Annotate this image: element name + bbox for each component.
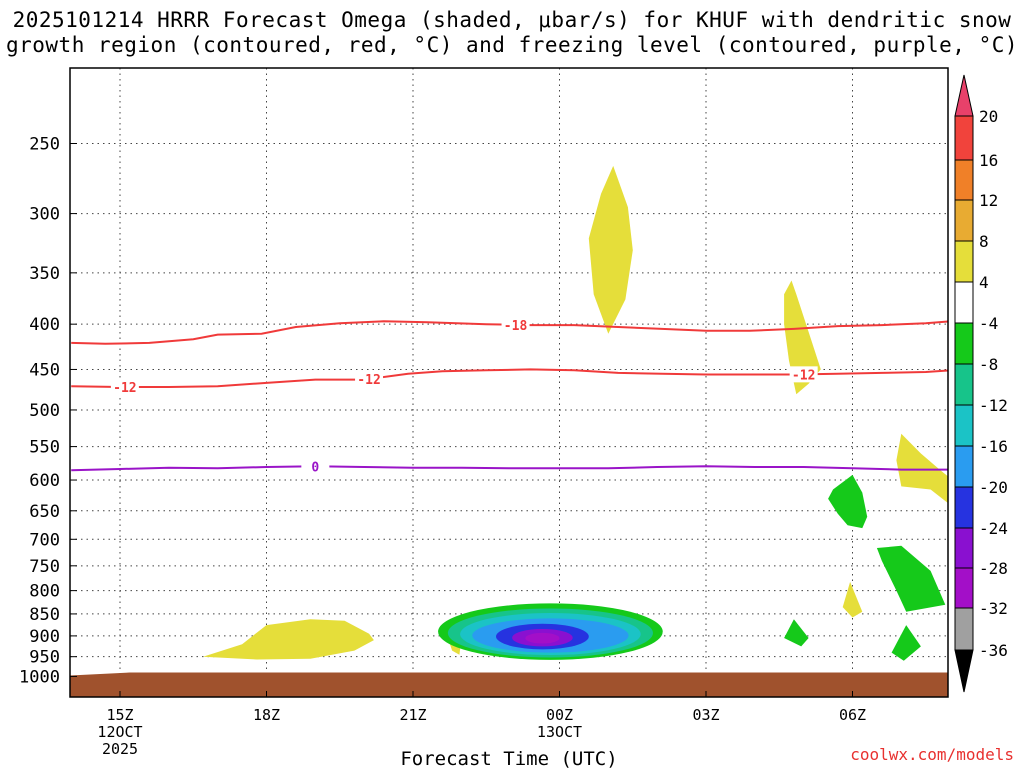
y-tick-label-600: 600: [29, 471, 60, 491]
contour-freezing-0: [71, 465, 948, 472]
omega-neg-05z-small: [784, 619, 809, 647]
x-tick-label-18Z: 18Z: [253, 706, 280, 724]
colorbar-label-1: 16: [979, 151, 998, 170]
omega-neg-07z-mid: [876, 545, 946, 612]
x-date-label-00Z: 13OCT: [537, 723, 582, 741]
x-tick-label-06Z: 06Z: [839, 706, 866, 724]
x-tick-label-21Z: 21Z: [399, 706, 426, 724]
y-tick-label-650: 650: [29, 502, 60, 522]
colorbar-swatch-6: [954, 363, 974, 406]
x-tick-label-03Z: 03Z: [692, 706, 719, 724]
contour-label-dendritic-12-2: -12: [792, 368, 815, 383]
x-year-label-15Z: 2025: [102, 740, 138, 758]
y-tick-label-950: 950: [29, 648, 60, 668]
y-tick-label-450: 450: [29, 360, 60, 380]
y-tick-label-900: 900: [29, 627, 60, 647]
omega-neg-07z-low: [891, 625, 921, 661]
terrain-ground: [70, 672, 948, 697]
x-date-label-15Z: 12OCT: [97, 723, 142, 741]
omega-neg-0630z: [828, 474, 868, 529]
colorbar-swatch-7: [954, 404, 974, 447]
colorbar-label-13: -36: [979, 641, 1008, 660]
contour-label-bg-dendritic-18-0: [501, 316, 530, 333]
colorbar-label-5: -4: [979, 314, 998, 333]
contour-label-dendritic-18-0: -18: [504, 319, 528, 334]
colorbar-swatch-2: [954, 199, 974, 242]
contour-label-freezing-0-0: 0: [311, 460, 319, 475]
y-tick-label-750: 750: [29, 557, 60, 577]
colorbar-label-6: -8: [979, 355, 998, 374]
y-tick-label-300: 300: [29, 205, 60, 225]
colorbar-swatch-8: [954, 445, 974, 488]
colorbar-swatch-12: [954, 607, 974, 651]
colorbar-label-3: 8: [979, 232, 989, 251]
colorbar-swatch-9: [954, 486, 974, 529]
omega-pos-06z-small: [842, 581, 863, 618]
contour-label-bg-dendritic-12-1: [355, 370, 384, 387]
omega-lowlevel-18z: [203, 619, 374, 660]
y-tick-label-500: 500: [29, 401, 60, 421]
y-tick-label-350: 350: [29, 264, 60, 284]
chart-title-line-1: 2025101214 HRRR Forecast Omega (shaded, …: [12, 8, 1012, 32]
colorbar-label-4: 4: [979, 273, 989, 292]
x-tick-label-00Z: 00Z: [546, 706, 573, 724]
chart-title-line-2: growth region (contoured, red, °C) and f…: [5, 33, 1019, 57]
x-tick-label-15Z: 15Z: [106, 706, 133, 724]
contour-label-bg-dendritic-12-2: [789, 366, 818, 383]
y-tick-label-1000: 1000: [19, 667, 60, 687]
x-axis-title: Forecast Time (UTC): [400, 748, 617, 768]
colorbar-label-7: -12: [979, 396, 1008, 415]
colorbar-label-12: -32: [979, 599, 1008, 618]
colorbar-swatch-11: [954, 567, 974, 609]
colorbar-swatch-1: [954, 159, 974, 201]
colorbar-label-10: -24: [979, 519, 1008, 538]
colorbar-label-11: -28: [979, 559, 1008, 578]
plot-frame: [69, 67, 949, 698]
contour-label-bg-dendritic-12-0: [110, 378, 139, 395]
colorbar-bottom-arrow: [954, 649, 974, 693]
contour-label-bg-freezing-0-0: [301, 458, 330, 475]
y-tick-label-250: 250: [29, 135, 60, 155]
omega-core-2330z-level-6: [525, 632, 560, 644]
plot-area: [70, 68, 948, 697]
y-tick-label-550: 550: [29, 438, 60, 458]
colorbar-swatch-10: [954, 527, 974, 569]
colorbar-swatch-5: [954, 322, 974, 365]
omega-mid-07z: [896, 433, 948, 504]
colorbar-label-0: 20: [979, 107, 998, 126]
contour-label-dendritic-12-0: -12: [113, 381, 136, 396]
colorbar-swatch-4: [954, 281, 974, 324]
colorbar-swatch-3: [954, 240, 974, 283]
y-tick-label-850: 850: [29, 605, 60, 625]
colorbar-label-9: -20: [979, 478, 1008, 497]
contour-label-dendritic-12-1: -12: [357, 373, 380, 388]
colorbar-label-8: -16: [979, 437, 1008, 456]
y-tick-label-400: 400: [29, 315, 60, 335]
site-credit: coolwx.com/models: [850, 745, 1014, 764]
contour-dendritic-12: [71, 368, 948, 388]
colorbar-top-arrow: [954, 74, 974, 117]
colorbar-swatch-0: [954, 115, 974, 161]
y-tick-label-800: 800: [29, 582, 60, 602]
colorbar-label-2: 12: [979, 191, 998, 210]
omega-upper-01z: [588, 165, 633, 334]
omega-upper-05z: [784, 280, 821, 395]
y-tick-label-700: 700: [29, 530, 60, 550]
